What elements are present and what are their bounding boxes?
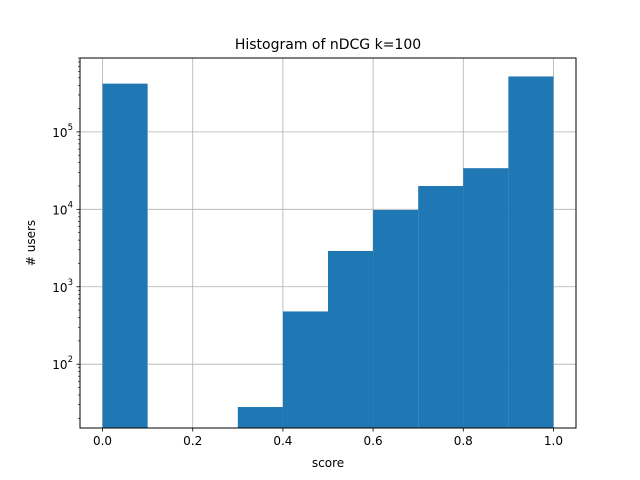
chart-title: Histogram of nDCG k=100 [235,37,421,53]
x-axis-label: score [312,456,344,470]
histogram-bar [373,210,419,428]
plot-frame [79,57,577,429]
y-tick-label: 102 [52,355,73,372]
histogram-bar [282,311,328,428]
histogram-bar [237,407,283,428]
x-tick-label: 0.2 [183,434,202,448]
y-axis-ticks: 102 103 104 105 [52,57,80,419]
y-tick-label: 104 [52,200,73,217]
histogram-bar [508,76,554,428]
x-axis-ticks: 0.0 0.2 0.4 0.6 0.8 1.0 [93,428,563,448]
histogram-bar [102,83,148,428]
x-tick-label: 0.8 [454,434,473,448]
x-tick-label: 0.6 [364,434,383,448]
bars [102,76,554,428]
y-tick-label: 103 [52,278,73,295]
histogram-bar [418,186,464,428]
x-tick-label: 0.0 [93,434,112,448]
x-tick-label: 0.4 [273,434,292,448]
histogram-bar [328,250,374,428]
y-axis-label: # users [24,220,38,266]
histogram-bar [463,168,509,428]
y-tick-label: 105 [52,123,73,140]
x-tick-label: 1.0 [544,434,563,448]
